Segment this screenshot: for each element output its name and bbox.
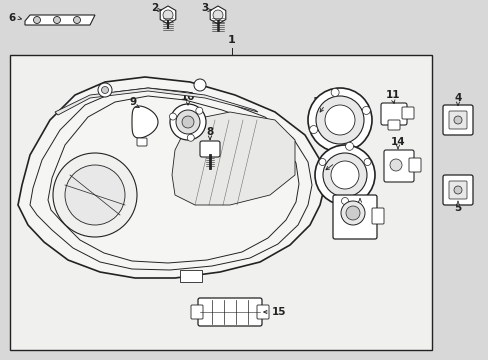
- Circle shape: [345, 142, 353, 150]
- FancyBboxPatch shape: [191, 305, 203, 319]
- Circle shape: [169, 113, 176, 120]
- Text: 13: 13: [312, 97, 326, 107]
- FancyBboxPatch shape: [371, 208, 383, 224]
- Circle shape: [194, 79, 205, 91]
- Polygon shape: [210, 6, 225, 24]
- Text: 15: 15: [271, 307, 286, 317]
- FancyBboxPatch shape: [442, 105, 472, 135]
- Polygon shape: [132, 106, 158, 138]
- Circle shape: [53, 153, 137, 237]
- Text: 7: 7: [356, 193, 363, 203]
- FancyBboxPatch shape: [383, 150, 413, 182]
- Circle shape: [389, 159, 401, 171]
- Circle shape: [307, 88, 371, 152]
- Text: 10: 10: [181, 92, 195, 102]
- Polygon shape: [25, 15, 95, 25]
- Circle shape: [182, 116, 194, 128]
- Circle shape: [170, 104, 205, 140]
- Circle shape: [213, 10, 223, 20]
- Circle shape: [325, 105, 354, 135]
- Polygon shape: [55, 88, 258, 115]
- Circle shape: [98, 83, 112, 97]
- Circle shape: [187, 134, 194, 141]
- Text: 3: 3: [201, 3, 208, 13]
- FancyBboxPatch shape: [198, 298, 262, 326]
- FancyBboxPatch shape: [442, 175, 472, 205]
- Text: 11: 11: [385, 90, 400, 100]
- Circle shape: [65, 165, 125, 225]
- FancyBboxPatch shape: [401, 107, 413, 119]
- FancyBboxPatch shape: [200, 141, 220, 157]
- Text: 6: 6: [9, 13, 16, 23]
- Circle shape: [346, 206, 359, 220]
- Text: 9: 9: [129, 97, 136, 107]
- Polygon shape: [160, 6, 175, 24]
- FancyBboxPatch shape: [408, 158, 420, 172]
- FancyBboxPatch shape: [332, 195, 376, 239]
- Text: 1: 1: [228, 35, 235, 45]
- Text: 12: 12: [322, 155, 337, 165]
- Circle shape: [362, 107, 369, 114]
- Circle shape: [363, 158, 370, 166]
- Polygon shape: [18, 77, 325, 278]
- Text: 4: 4: [453, 93, 461, 103]
- Circle shape: [53, 17, 61, 23]
- Polygon shape: [172, 112, 294, 205]
- Circle shape: [176, 110, 200, 134]
- Circle shape: [309, 126, 317, 134]
- Text: 14: 14: [390, 137, 405, 147]
- Circle shape: [453, 116, 461, 124]
- Circle shape: [341, 198, 348, 204]
- FancyBboxPatch shape: [257, 305, 268, 319]
- Bar: [10, 55, 431, 350]
- Circle shape: [340, 201, 364, 225]
- FancyBboxPatch shape: [448, 111, 466, 129]
- Circle shape: [330, 161, 358, 189]
- Text: 8: 8: [206, 127, 213, 137]
- Circle shape: [73, 17, 81, 23]
- FancyBboxPatch shape: [448, 181, 466, 199]
- FancyBboxPatch shape: [137, 138, 147, 146]
- Bar: [180, 270, 202, 282]
- Circle shape: [315, 96, 363, 144]
- Circle shape: [453, 186, 461, 194]
- FancyBboxPatch shape: [387, 120, 399, 130]
- Circle shape: [318, 158, 325, 166]
- Circle shape: [330, 89, 339, 96]
- FancyBboxPatch shape: [380, 103, 406, 125]
- Text: 2: 2: [151, 3, 158, 13]
- Circle shape: [314, 145, 374, 205]
- Circle shape: [163, 10, 173, 20]
- Circle shape: [102, 86, 108, 94]
- Text: 5: 5: [453, 203, 461, 213]
- Circle shape: [323, 153, 366, 197]
- Circle shape: [34, 17, 41, 23]
- Circle shape: [195, 107, 203, 114]
